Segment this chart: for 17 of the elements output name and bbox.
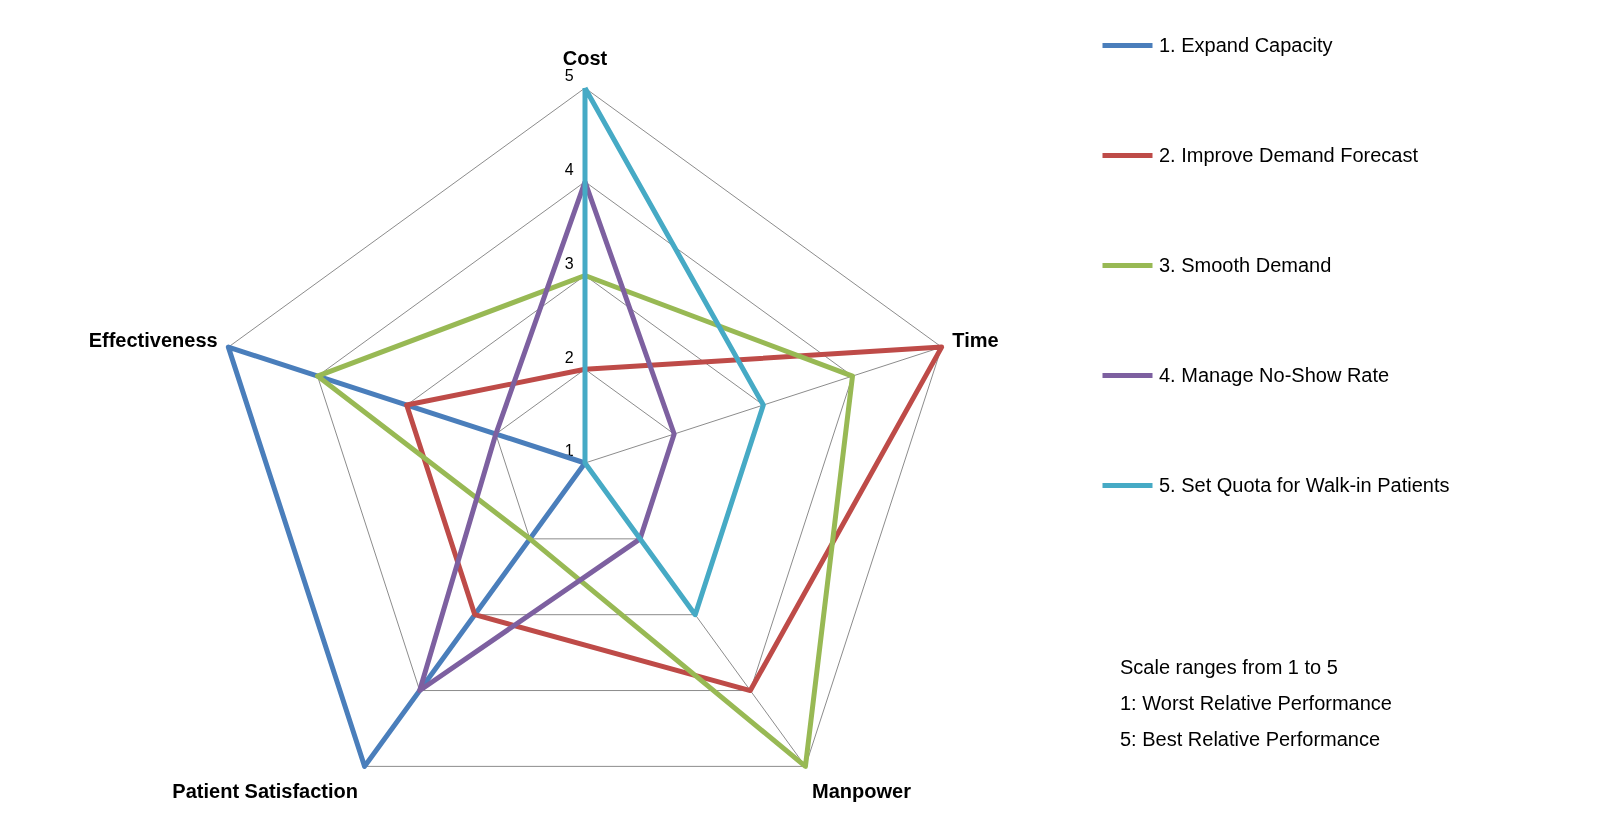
y-tick-label: 2 (564, 348, 574, 366)
legend-label: 5. Set Quota for Walk-in Patients (1159, 473, 1450, 496)
text: 1: Worst Relative Performance (1120, 692, 1392, 714)
spoke-label: Effectiveness (88, 329, 218, 352)
legend-label: 3. Smooth Demand (1159, 253, 1332, 276)
spoke-label: Patient Satisfaction (172, 779, 358, 802)
y-tick-label: 5 (564, 67, 574, 85)
y-tick-label: 4 (564, 161, 574, 178)
y-tick-label: 3 (564, 254, 574, 272)
text: 5: Best Relative Performance (1120, 728, 1381, 750)
spoke-label: Manpower (812, 779, 912, 802)
text: Scale ranges from 1 to 5 (1120, 656, 1338, 678)
legend-label: 2. Improve Demand Forecast (1159, 143, 1419, 166)
spoke-label: Time (952, 329, 999, 352)
spoke-label: Cost (562, 47, 608, 70)
legend-label: 1. Expand Capacity (1159, 33, 1333, 56)
legend-label: 4. Manage No-Show Rate (1159, 363, 1390, 386)
